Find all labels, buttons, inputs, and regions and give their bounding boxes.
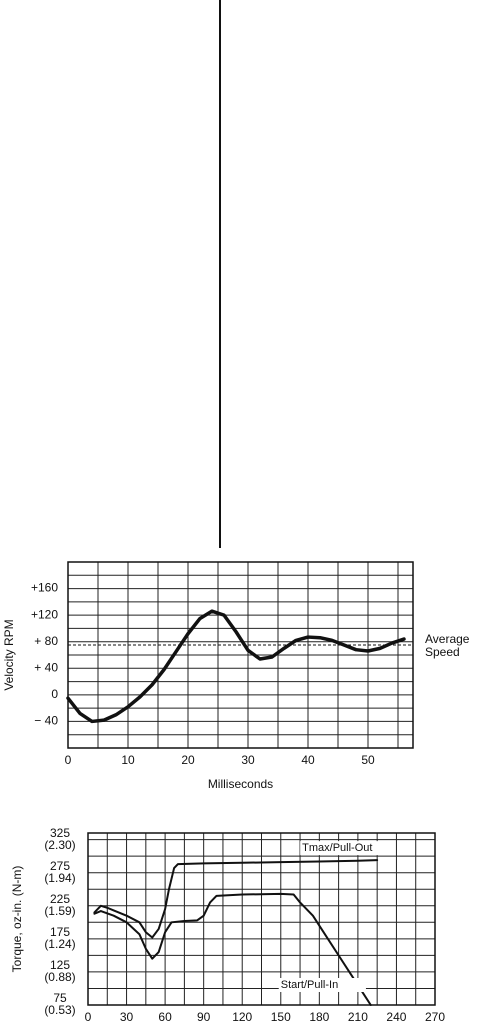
data-line <box>93 859 379 939</box>
x-tick-label: 30 <box>120 1010 134 1024</box>
y-tick-metric-label: (1.24) <box>44 937 75 951</box>
x-tick-label: 40 <box>301 753 315 767</box>
y-tick-label: 225 <box>50 892 70 906</box>
y-tick-metric-label: (2.30) <box>44 838 75 852</box>
x-axis-label: Milliseconds <box>208 777 273 791</box>
x-tick-label: 0 <box>65 753 72 767</box>
data-line <box>93 892 372 1006</box>
y-tick-metric-label: (0.88) <box>44 970 75 984</box>
plot-frame <box>67 561 414 749</box>
x-tick-label: 50 <box>361 753 375 767</box>
series-label: Start/Pull-In <box>281 979 338 991</box>
x-tick-label: 180 <box>309 1010 329 1024</box>
x-tick-label: 150 <box>271 1010 291 1024</box>
plot-frame <box>87 832 436 1006</box>
y-tick-label: + 80 <box>34 634 58 648</box>
x-tick-label: 60 <box>158 1010 172 1024</box>
x-tick-label: 120 <box>232 1010 252 1024</box>
y-axis-label: Torque, oz-in. (N-m) <box>10 866 24 973</box>
y-tick-label: 0 <box>51 687 58 701</box>
x-tick-label: 0 <box>85 1010 92 1024</box>
x-tick-label: 20 <box>181 753 195 767</box>
x-tick-label: 90 <box>197 1010 211 1024</box>
series-label: Tmax/Pull-Out <box>302 842 372 854</box>
series-label-bg <box>300 841 388 856</box>
data-line <box>66 609 406 724</box>
y-tick-label: + 40 <box>34 660 58 674</box>
y-axis-label: Velocity RPM <box>2 619 16 690</box>
y-tick-label: 325 <box>50 826 70 840</box>
y-tick-label: 75 <box>53 991 67 1005</box>
y-tick-label: 275 <box>50 859 70 873</box>
reference-label: Speed <box>425 645 460 659</box>
x-tick-label: 270 <box>425 1010 445 1024</box>
y-tick-metric-label: (0.53) <box>44 1003 75 1017</box>
x-tick-label: 210 <box>348 1010 368 1024</box>
y-tick-label: +160 <box>31 581 58 595</box>
x-tick-label: 30 <box>241 753 255 767</box>
y-tick-label: 125 <box>50 958 70 972</box>
y-tick-label: 175 <box>50 925 70 939</box>
y-tick-metric-label: (1.94) <box>44 871 75 885</box>
series-label-bg <box>278 978 366 992</box>
x-tick-label: 240 <box>386 1010 406 1024</box>
y-tick-metric-label: (1.59) <box>44 904 75 918</box>
reference-label: Average <box>425 632 470 646</box>
x-tick-label: 10 <box>121 753 135 767</box>
y-tick-label: +120 <box>31 607 58 621</box>
y-tick-label: − 40 <box>34 714 58 728</box>
